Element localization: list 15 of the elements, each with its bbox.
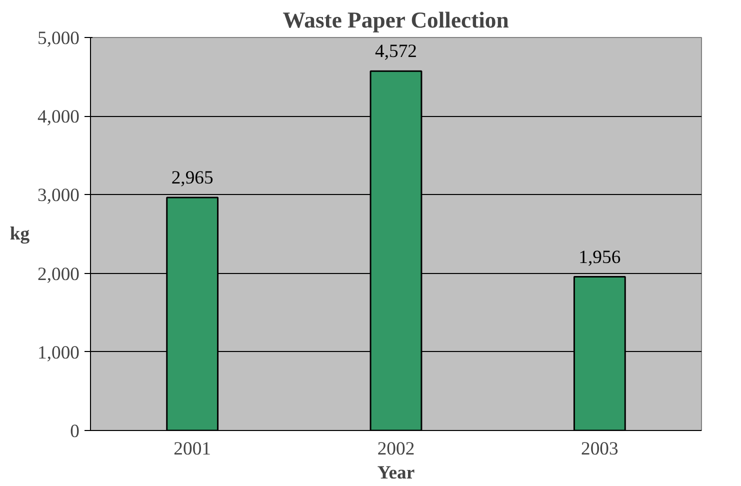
data-label: 4,572 [375,41,417,62]
y-tick-label: 5,000 [38,28,80,49]
data-label: 2,965 [171,167,214,188]
x-tick-label: 2003 [581,438,618,460]
x-tick-label: 2002 [377,438,415,460]
data-label: 1,956 [578,246,621,268]
y-tick-label: 2,000 [38,264,80,285]
chart-title: Waste Paper Collection [282,8,510,32]
y-tick-label: 4,000 [38,106,80,128]
y-tick-label: 1,000 [38,342,80,364]
x-axis-title: Year [377,462,415,484]
y-tick-label: 0 [70,421,80,442]
y-tick-label: 3,000 [38,185,80,206]
y-axis-title: kg [10,224,30,244]
x-tick-label: 2001 [174,438,211,460]
